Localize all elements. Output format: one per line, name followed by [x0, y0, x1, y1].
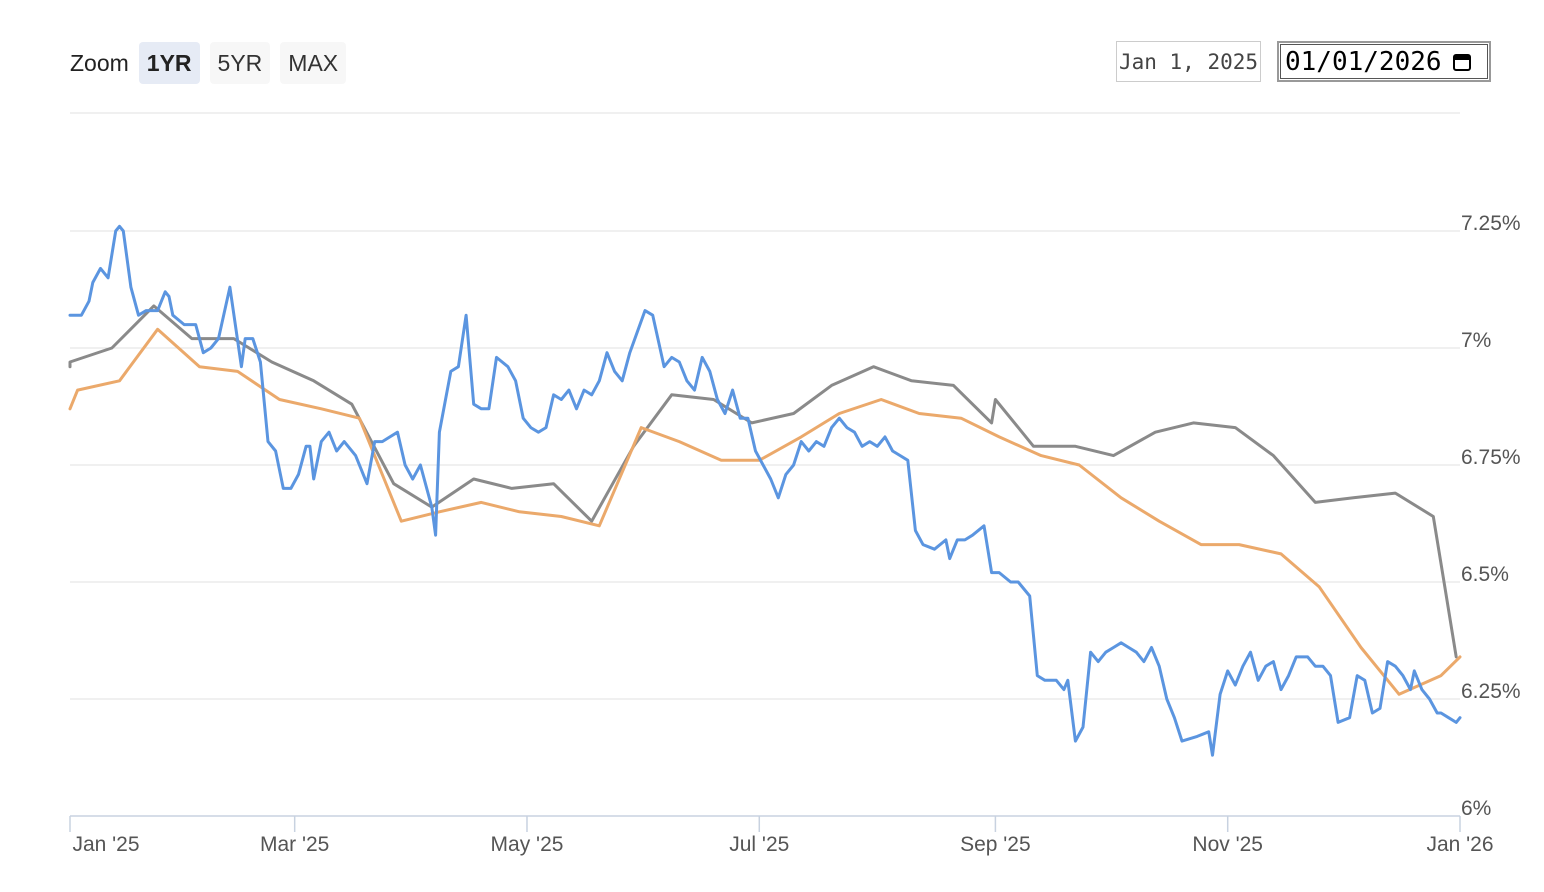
series-line-1 — [68, 224, 1462, 757]
y-tick-label: 6.75% — [1461, 446, 1521, 469]
zoom-max-button[interactable]: MAX — [280, 42, 347, 84]
zoom-label: Zoom — [70, 49, 129, 76]
x-tick-label: May '25 — [491, 833, 564, 856]
range-start-value: Jan 1, 2025 — [1118, 49, 1259, 74]
x-tick-label: Jan '25 — [72, 833, 139, 856]
x-tick-label: Nov '25 — [1192, 833, 1263, 856]
series-line-3 — [68, 327, 1462, 696]
series-group — [68, 224, 1462, 757]
x-tick-label: Jan '26 — [1426, 833, 1493, 856]
x-tick-label: Mar '25 — [260, 833, 329, 856]
y-tick-label: 7% — [1461, 329, 1491, 352]
zoom-toolbar: Zoom 1YR 5YR MAX — [70, 41, 356, 85]
zoom-5yr-button[interactable]: 5YR — [209, 42, 271, 84]
grid — [70, 112, 1460, 700]
x-tick-label: Sep '25 — [960, 833, 1031, 856]
x-tick-label: Jul '25 — [729, 833, 789, 856]
zoom-1yr-button[interactable]: 1YR — [138, 42, 200, 84]
y-tick-label: 6.25% — [1461, 680, 1521, 703]
y-tick-label: 6% — [1461, 797, 1491, 820]
x-axis: Jan '25 Mar '25 May '25 Jul '25 Sep '25 Nov '… — [69, 815, 1494, 856]
range-start-input[interactable]: Jan 1, 2025 — [1116, 41, 1261, 82]
y-tick-label: 7.25% — [1461, 212, 1521, 235]
series-line-2 — [68, 304, 1458, 659]
y-axis: 6% 6.25% 6.5% 6.75% 7% 7.25% — [1461, 212, 1521, 820]
range-end-input[interactable]: 01/01/2026 — [1277, 41, 1491, 82]
range-end-value: 01/01/2026 — [1285, 46, 1442, 77]
y-tick-label: 6.5% — [1461, 563, 1509, 586]
calendar-icon[interactable] — [1452, 52, 1472, 72]
